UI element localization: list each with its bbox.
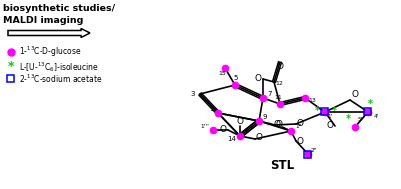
Bar [7,75,14,82]
Text: 7: 7 [267,91,271,97]
Text: 2-$^{13}$C-sodium acetate: 2-$^{13}$C-sodium acetate [19,72,102,85]
Text: O: O [254,74,261,84]
Bar [364,108,371,115]
Text: O: O [236,118,243,126]
Text: O: O [326,122,333,130]
Text: 1: 1 [208,106,213,112]
Text: 11: 11 [273,95,281,101]
Text: *: * [367,99,372,109]
Text: *: * [8,60,14,74]
Text: O: O [273,121,280,129]
Text: *: * [314,106,319,116]
Text: L-[U-$^{13}$C$_6$]-isoleucine: L-[U-$^{13}$C$_6$]-isoleucine [19,60,99,74]
Text: O: O [296,136,303,146]
Text: *: * [331,106,336,116]
Text: O: O [255,132,262,142]
FancyArrow shape [8,29,90,37]
Text: O: O [276,63,283,71]
Text: 1''': 1''' [200,125,209,129]
Text: 12: 12 [274,81,282,87]
Text: 5: 5 [233,75,238,81]
Text: biosynthetic studies/: biosynthetic studies/ [3,4,115,13]
Bar [304,150,311,157]
Text: 4': 4' [372,115,378,119]
Text: 13: 13 [307,98,315,104]
Text: 2": 2" [310,147,316,153]
Bar [321,108,328,115]
Text: *: * [344,114,350,124]
Text: 3: 3 [190,91,195,97]
Text: 1-$^{13}$C-D-glucose: 1-$^{13}$C-D-glucose [19,45,81,59]
Text: 9: 9 [262,114,267,120]
Text: 1': 1' [326,115,332,119]
Text: O: O [296,119,303,129]
Text: 15: 15 [218,71,225,77]
Text: O: O [219,125,226,135]
Text: 1": 1" [295,125,302,129]
Text: O: O [275,121,282,129]
Text: 14: 14 [227,136,236,142]
Text: MALDI imaging: MALDI imaging [3,16,83,25]
Text: STL: STL [269,159,293,172]
Text: 5': 5' [356,118,362,122]
Text: O: O [350,91,358,99]
